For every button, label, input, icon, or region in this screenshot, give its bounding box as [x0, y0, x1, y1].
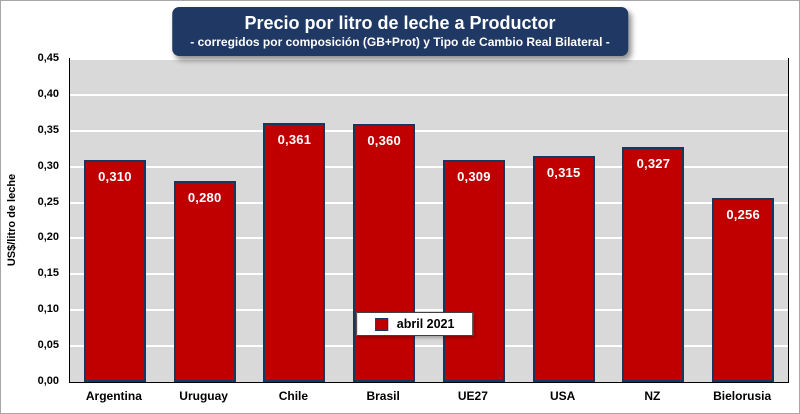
bar-uruguay: 0,280 [173, 181, 236, 382]
x-category-label: Chile [278, 389, 309, 403]
bar-slot: 0,310 [70, 59, 160, 382]
y-tick-label: 0,05 [37, 339, 59, 352]
y-tick-label: 0,25 [37, 195, 59, 208]
bar-slot: 0,309 [429, 59, 519, 382]
bar-value-label: 0,360 [367, 132, 401, 148]
x-category-label: UE27 [457, 389, 488, 403]
bar-slot: 0,327 [609, 59, 699, 382]
bar-slot: 0,360 [339, 59, 429, 382]
bar-value-label: 0,280 [187, 190, 222, 206]
bar-slot: 0,361 [250, 59, 340, 382]
chart-subtitle: - corregidos por composición (GB+Prot) y… [190, 35, 610, 49]
y-tick-label: 0,30 [37, 159, 59, 172]
x-category-label: Bielorusia [713, 389, 772, 403]
bar-ue27: 0,309 [442, 160, 505, 382]
gridline [70, 273, 788, 276]
bar-brasil: 0,360 [353, 123, 416, 382]
x-category-label: Brasil [366, 389, 400, 403]
x-category-label: NZ [644, 389, 661, 403]
y-tick-label: 0,35 [37, 123, 59, 136]
bar-value-label: 0,310 [98, 168, 132, 184]
y-tick-label: 0,00 [37, 375, 59, 387]
y-axis-ticks: 0,00 0,05 0,10 0,15 0,20 0,25 0,30 0,35 0,40 0,45 [1, 52, 63, 387]
bar-nz: 0,327 [622, 147, 685, 382]
gridlines [70, 58, 788, 382]
gridline [70, 237, 788, 240]
legend-marker-icon [374, 317, 388, 331]
bar-chile: 0,361 [263, 122, 326, 382]
bar-value-label: 0,361 [277, 131, 312, 147]
gridline [70, 345, 788, 348]
y-tick-label: 0,45 [37, 52, 59, 64]
bar-usa: 0,315 [532, 155, 595, 382]
gridline [70, 309, 788, 312]
bar-value-label: 0,327 [636, 156, 671, 172]
x-category-label: USA [549, 389, 576, 403]
y-tick-label: 0,15 [37, 267, 59, 280]
bar-value-label: 0,256 [726, 207, 760, 223]
bar-slot: 0,315 [519, 59, 609, 382]
gridline [70, 165, 788, 168]
gridline [70, 129, 788, 132]
bar-value-label: 0,315 [546, 164, 581, 180]
chart-title: Precio por litro de leche a Productor [244, 13, 556, 33]
x-category-label: Argentina [85, 389, 142, 403]
y-tick-label: 0,20 [37, 231, 59, 244]
bar-value-label: 0,309 [457, 169, 491, 185]
bars: 0,310 0,280 0,361 0,360 0,309 0,315 0,327 0,256 [70, 59, 788, 382]
gridline [70, 58, 788, 60]
plot-area: 0,310 0,280 0,361 0,360 0,309 0,315 0,327 0,256… [69, 58, 789, 383]
bar-slot: 0,256 [698, 59, 788, 382]
legend-label: abril 2021 [396, 317, 455, 331]
gridline [70, 201, 788, 204]
x-category-label: Uruguay [179, 389, 228, 403]
bar-bielorusia: 0,256 [712, 198, 775, 382]
y-tick-label: 0,40 [37, 87, 59, 100]
gridline [70, 93, 788, 96]
y-tick-label: 0,10 [37, 303, 59, 316]
bar-argentina: 0,310 [83, 159, 146, 382]
chart-title-box: Precio por litro de leche a Productor - … [172, 7, 628, 56]
x-axis-labels: Argentina Uruguay Chile Brasil UE27 USA NZ Biel… [69, 389, 787, 403]
bar-slot: 0,280 [160, 59, 250, 382]
legend: abril 2021 [355, 312, 474, 336]
